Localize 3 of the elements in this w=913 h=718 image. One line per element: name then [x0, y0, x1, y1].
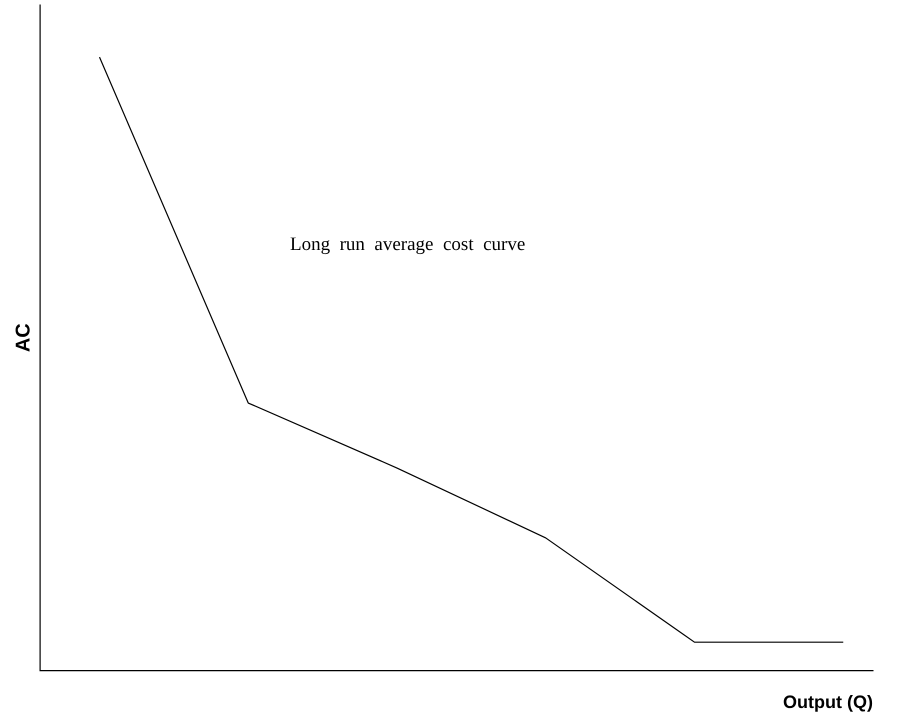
x-axis-title: Output (Q) — [783, 692, 873, 712]
y-axis-title: AC — [12, 323, 35, 352]
annotation: Long run average cost curve — [290, 234, 526, 255]
